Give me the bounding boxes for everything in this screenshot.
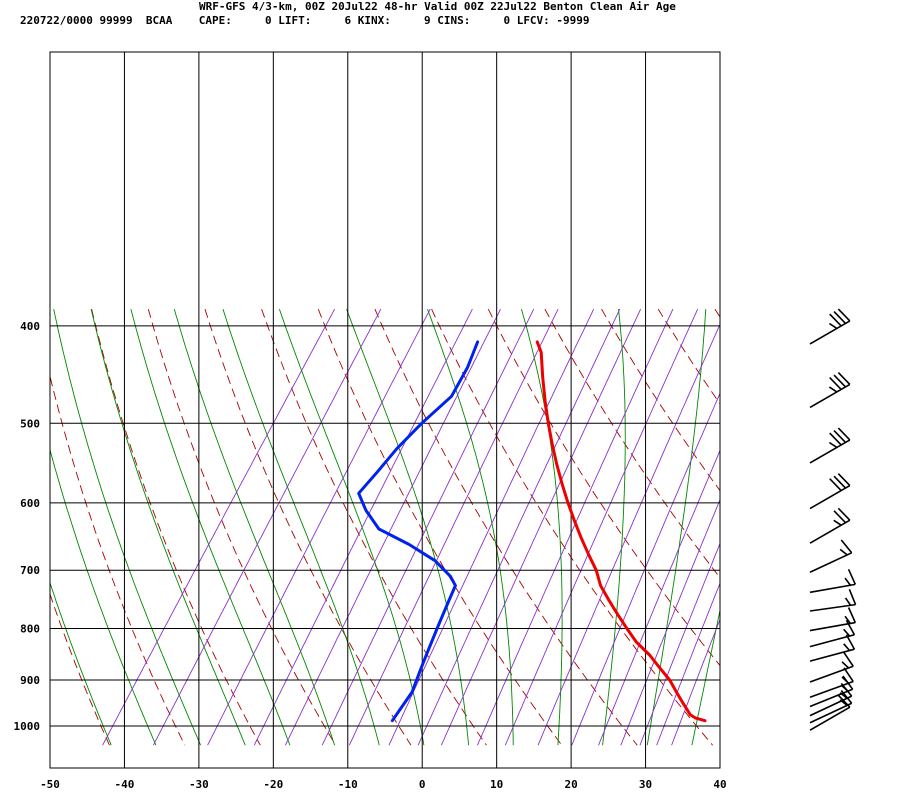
dewpoint-profile-line [357, 340, 480, 723]
y-tick-label: 400 [20, 320, 40, 333]
mixing-ratio-line [321, 308, 535, 746]
mixing-ratio-line [284, 308, 501, 746]
x-tick-label: -30 [189, 778, 209, 791]
y-tick-label: 500 [20, 417, 40, 430]
x-tick-label: 40 [713, 778, 726, 791]
x-tick-label: -20 [263, 778, 283, 791]
mixing-ratio-line [253, 308, 473, 746]
mixing-ratio-line [152, 308, 382, 746]
dry-adiabat [544, 308, 720, 579]
moist-adiabat [130, 308, 291, 746]
dry-adiabat [601, 308, 720, 492]
y-tick-label: 700 [20, 564, 40, 577]
moist-adiabat [50, 581, 112, 746]
mixing-ratio-line [537, 323, 720, 746]
chart-stats: 220722/0000 99999 BCAA CAPE: 0 LIFT: 6 K… [20, 14, 590, 27]
mixing-ratio-line [571, 392, 720, 746]
wind-barb [809, 427, 851, 464]
wind-barb [809, 372, 851, 409]
dry-adiabat [147, 308, 336, 746]
wind-barb [809, 473, 851, 510]
moist-adiabat [602, 309, 626, 746]
temperature-profile-line [535, 340, 707, 723]
dry-adiabat [91, 308, 261, 746]
tick-labels: -50 -40 -30 -20 -10 0 10 20 30 40 400 500 600 700 800 9… [14, 320, 727, 791]
wind-barb [809, 634, 856, 662]
wind-barb [809, 507, 851, 544]
moist-adiabat [646, 309, 707, 746]
moist-adiabat [50, 448, 157, 746]
plot-frame [49, 51, 721, 769]
wind-barb [809, 308, 851, 345]
y-tick-label: 900 [20, 674, 40, 687]
wind-barb [809, 568, 857, 594]
mixing-ratio-line [504, 308, 699, 746]
x-tick-label: 30 [639, 778, 652, 791]
mixing-ratio-line [620, 498, 720, 746]
wind-barb [809, 694, 851, 731]
wind-barb [809, 689, 853, 724]
dry-adiabat [714, 308, 720, 318]
mixing-ratio-line [598, 449, 720, 746]
dry-adiabat [885, 309, 900, 745]
wind-barb [809, 652, 854, 683]
dry-adiabat [204, 308, 412, 746]
moist-adiabat [173, 308, 336, 746]
mixing-ratio-line [207, 308, 431, 746]
moist-adiabat [427, 308, 514, 746]
chart-title: WRF-GFS 4/3-km, 00Z 20Jul22 48-hr Valid … [199, 0, 676, 13]
mixing-ratio-line [388, 308, 595, 746]
x-tick-label: 20 [564, 778, 577, 791]
x-tick-label: 0 [419, 778, 426, 791]
wind-barb [809, 589, 857, 612]
moist-adiabat [691, 608, 720, 746]
moist-adiabat [278, 308, 425, 746]
moist-adiabat [53, 309, 202, 746]
y-tick-label: 1000 [14, 720, 41, 733]
profiles [357, 340, 707, 723]
mixing-ratio-line [348, 308, 559, 746]
mixing-ratio-line [417, 308, 621, 746]
wind-barb [809, 539, 853, 573]
moist-adiabat [222, 308, 380, 746]
x-tick-label: -50 [40, 778, 60, 791]
moist-adiabat [737, 309, 844, 745]
dry-adiabat [431, 308, 713, 746]
mixing-ratio-line [639, 542, 720, 746]
dry-adiabat [374, 308, 638, 746]
x-tick-label: 10 [490, 778, 503, 791]
x-tick-label: -10 [338, 778, 358, 791]
wind-barb [809, 607, 857, 632]
dry-adiabat [50, 374, 186, 746]
x-tick-label: -40 [115, 778, 135, 791]
y-tick-label: 600 [20, 497, 40, 510]
mixing-ratio-line [102, 308, 335, 746]
wind-barb [809, 682, 853, 717]
y-tick-label: 800 [20, 623, 40, 636]
mixing-ratio-line [671, 618, 720, 746]
wind-barb [809, 675, 854, 708]
mixing-ratio-line [477, 308, 674, 746]
wind-barbs [809, 308, 857, 731]
mixing-ratio-line [440, 308, 642, 746]
dry-adiabat [261, 308, 487, 746]
wind-barb [809, 667, 854, 698]
wind-barb [809, 619, 856, 648]
dry-adiabat [772, 309, 900, 745]
moist-adiabat [90, 308, 246, 746]
mixing-ratio-line [656, 582, 720, 746]
